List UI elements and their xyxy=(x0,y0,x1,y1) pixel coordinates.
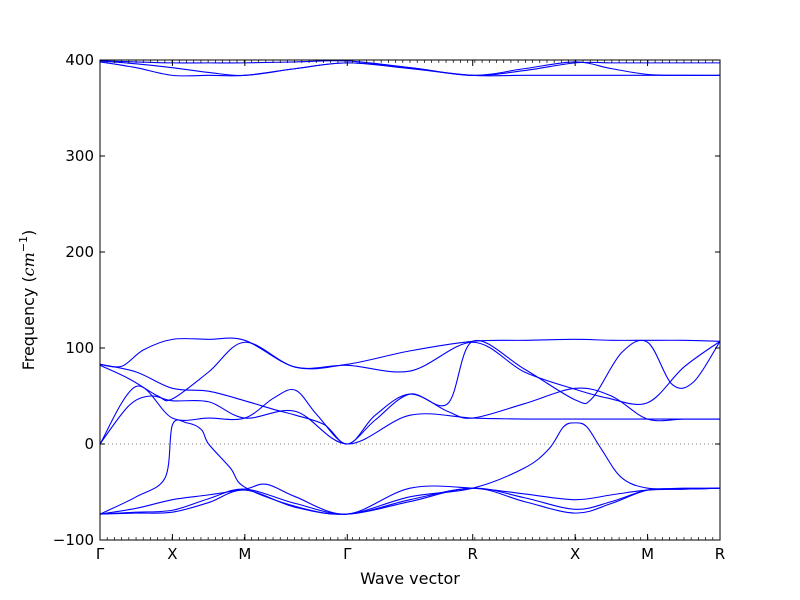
band-line-4 xyxy=(100,337,720,370)
y-tick-label: −100 xyxy=(53,531,94,549)
band-line-3 xyxy=(100,61,720,77)
y-axis-label-exponent: −1 xyxy=(17,236,30,252)
y-axis-label-prefix: Frequency ( xyxy=(19,276,38,370)
band-line-5 xyxy=(100,339,720,445)
y-tick-label: 400 xyxy=(65,51,94,69)
y-tick-label: 0 xyxy=(84,435,94,453)
y-axis-label-suffix: ) xyxy=(19,230,38,236)
plot-frame xyxy=(99,59,721,541)
y-tick-label: 300 xyxy=(65,147,94,165)
y-axis-label: Frequency (cm−1) xyxy=(17,230,38,371)
x-tick-label: R xyxy=(715,545,725,563)
series-layer xyxy=(100,60,720,515)
x-tick-label: Γ xyxy=(96,545,105,563)
labels-layer: −100 0 100 200 300 400 Γ X M Γ R X M R xyxy=(53,51,725,563)
y-tick-label: 200 xyxy=(65,243,94,261)
band-line-7 xyxy=(100,385,720,445)
x-tick-label: M xyxy=(641,545,654,563)
y-tick-label: 100 xyxy=(65,339,94,357)
x-tick-label: X xyxy=(570,545,580,563)
band-line-10 xyxy=(100,483,720,515)
x-axis-label: Wave vector xyxy=(360,569,460,588)
x-tick-label: Γ xyxy=(343,545,352,563)
band-line-6 xyxy=(100,340,720,405)
ticks-layer xyxy=(99,59,721,541)
band-line-8 xyxy=(100,395,720,445)
band-line-2 xyxy=(100,60,720,77)
x-tick-label: M xyxy=(238,545,251,563)
y-axis-label-unit: cm xyxy=(19,252,38,276)
x-tick-label: X xyxy=(167,545,177,563)
x-tick-label: R xyxy=(468,545,478,563)
band-line-12 xyxy=(100,487,720,515)
band-line-9 xyxy=(100,419,720,515)
